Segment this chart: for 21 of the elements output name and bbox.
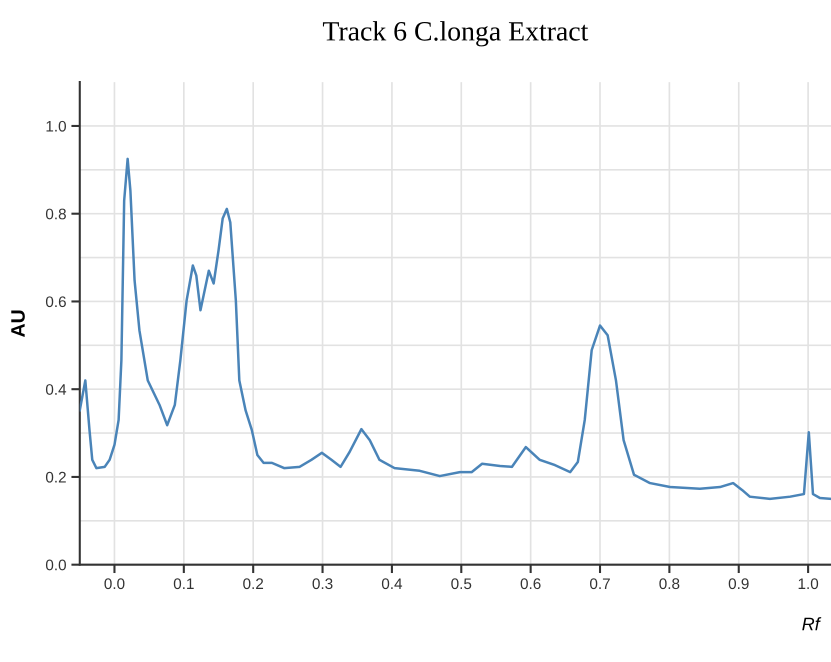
x-tick-label: 0.6 [520,578,541,590]
x-tick-label: 0.8 [659,578,680,590]
x-tick-label: 0.0 [104,578,124,590]
line-series [80,158,831,500]
x-tick-label: 1.0 [798,578,818,590]
y-tick-label: 0.6 [46,296,66,308]
x-tick-label: 0.7 [590,578,610,590]
x-axis-title: Rf [802,617,822,630]
x-tick-label: 0.2 [243,578,264,590]
y-axis-title: AU [11,310,25,337]
x-tick-label: 0.3 [312,578,332,590]
x-tick-label: 0.9 [728,578,749,590]
y-tick-label: 1.0 [46,120,66,132]
y-tick-label: 0.8 [46,208,66,220]
chart-title: Track 6 C.longa Extract [322,21,588,46]
y-tick-label: 0.2 [46,472,66,483]
x-tick-label: 0.4 [382,578,402,590]
x-tick-label: 0.1 [174,578,194,590]
y-tick-label: 0.0 [46,560,66,570]
y-tick-label: 0.4 [46,384,66,395]
x-tick-label: 0.5 [451,578,472,590]
